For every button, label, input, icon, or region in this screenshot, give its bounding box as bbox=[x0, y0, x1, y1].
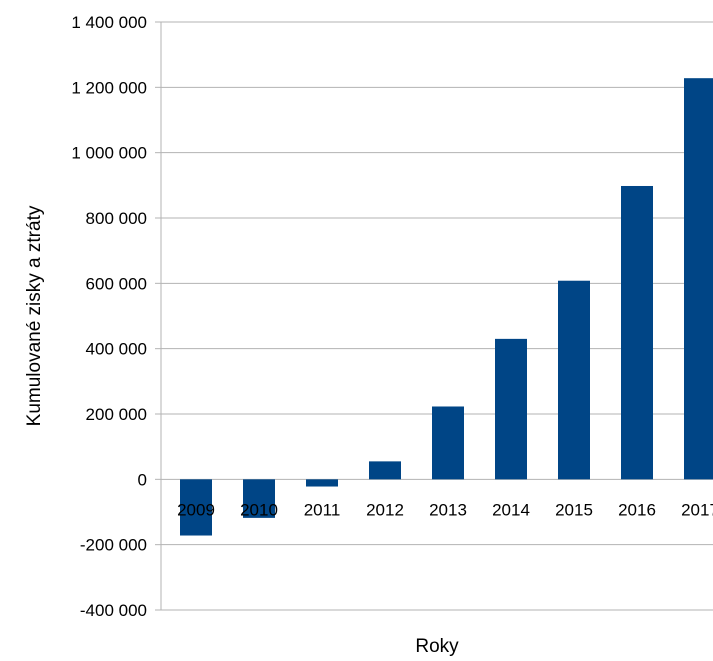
x-tick-label: 2010 bbox=[240, 500, 278, 519]
x-axis-title: Roky bbox=[415, 636, 459, 657]
y-axis-title: Kumulované zisky a ztráty bbox=[24, 205, 45, 426]
y-tick-label: 1 200 000 bbox=[71, 78, 147, 97]
x-tick-label: 2017 bbox=[681, 500, 713, 519]
y-tick-label: 200 000 bbox=[86, 405, 147, 424]
y-tick-label: 0 bbox=[138, 470, 147, 489]
x-tick-label: 2016 bbox=[618, 500, 656, 519]
x-tick-label: 2011 bbox=[304, 500, 341, 519]
y-tick-label: 800 000 bbox=[86, 209, 147, 228]
y-tick-label: 1 400 000 bbox=[71, 13, 147, 32]
y-tick-labels: -400 000 -200 000 0 200 000 400 000 600 000 80… bbox=[71, 13, 147, 620]
bar bbox=[684, 78, 713, 479]
y-tick-label: 400 000 bbox=[86, 340, 147, 359]
y-tick-label: 1 000 000 bbox=[71, 144, 147, 163]
x-tick-labels: 2009 2010 2011 2012 2013 2014 2015 2016 2017 bbox=[177, 500, 713, 519]
y-tick-label: 600 000 bbox=[86, 274, 147, 293]
bar bbox=[621, 186, 653, 479]
x-tick-label: 2009 bbox=[177, 500, 215, 519]
bar bbox=[306, 479, 338, 486]
x-tick-label: 2015 bbox=[555, 500, 593, 519]
bar bbox=[369, 461, 401, 479]
x-tick-label: 2012 bbox=[366, 500, 404, 519]
x-tick-label: 2013 bbox=[429, 500, 467, 519]
bar bbox=[558, 281, 590, 480]
bar bbox=[495, 339, 527, 479]
bar bbox=[432, 406, 464, 479]
axes bbox=[155, 22, 161, 610]
y-tick-label: -200 000 bbox=[80, 536, 147, 555]
y-tick-label: -400 000 bbox=[80, 601, 147, 620]
x-tick-label: 2014 bbox=[492, 500, 530, 519]
bars bbox=[180, 78, 713, 535]
